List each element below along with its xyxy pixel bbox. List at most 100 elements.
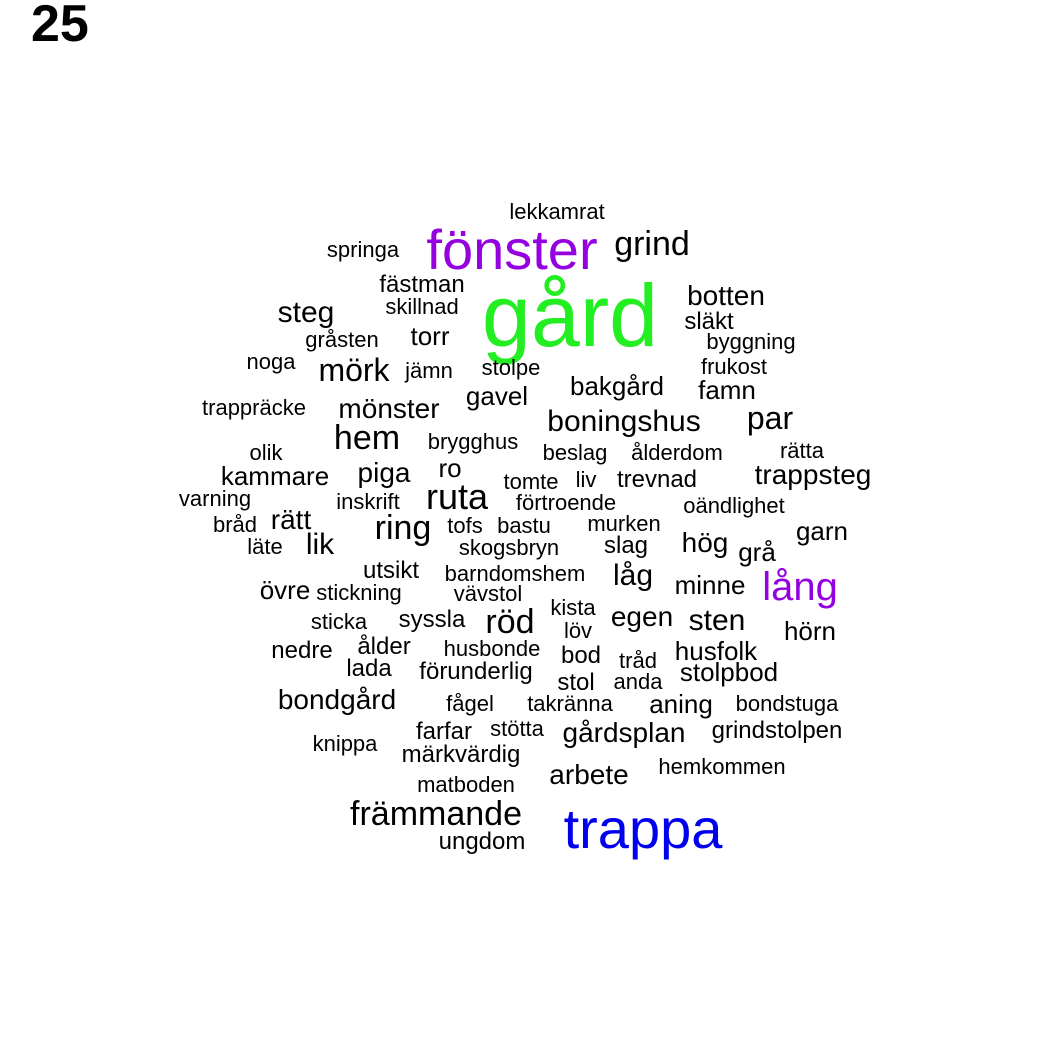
word-liv: liv	[575, 467, 597, 492]
word-ratta: rätta	[779, 438, 825, 463]
word-bastu: bastu	[497, 513, 551, 538]
word-gardsplan: gårdsplan	[562, 717, 686, 748]
word-lag: låg	[612, 559, 654, 592]
word-alderdom: ålderdom	[631, 440, 723, 465]
word-egen: egen	[610, 601, 674, 632]
word-knippa: knippa	[312, 731, 378, 756]
word-farfar: farfar	[415, 718, 473, 745]
word-murken: murken	[587, 511, 661, 536]
word-mork: mörk	[318, 352, 390, 388]
word-jamn: jämn	[405, 358, 453, 383]
word-ring: ring	[374, 509, 432, 547]
word-alder: ålder	[357, 633, 411, 660]
word-olik: olik	[249, 440, 283, 465]
word-frammande: främmande	[350, 795, 522, 833]
word-inskrift: inskrift	[336, 489, 400, 514]
word-monster: mönster	[338, 393, 440, 424]
word-trevnad: trevnad	[616, 466, 698, 493]
word-kista: kista	[550, 595, 596, 620]
word-noga: noga	[246, 349, 296, 374]
word-ruta: ruta	[425, 476, 489, 517]
word-bondstuga: bondstuga	[735, 691, 839, 716]
word-husfolk: husfolk	[674, 636, 758, 666]
word-piga: piga	[357, 457, 411, 488]
word-fonster: fönster	[426, 218, 598, 281]
word-hem: hem	[333, 419, 401, 457]
word-steg: steg	[277, 296, 335, 329]
word-botten: botten	[687, 280, 765, 311]
word-stol: stol	[557, 669, 595, 696]
word-grind: grind	[614, 225, 690, 263]
word-grasten: gråsten	[305, 327, 379, 352]
word-gavel: gavel	[465, 381, 529, 411]
word-tomte: tomte	[503, 469, 559, 494]
word-frukost: frukost	[700, 354, 768, 379]
word-tofs: tofs	[447, 513, 483, 538]
word-anda: anda	[613, 669, 663, 694]
word-vavstol: vävstol	[453, 581, 523, 606]
word-trappsteg: trappsteg	[754, 459, 872, 490]
word-sticka: sticka	[310, 609, 368, 634]
word-stolpbod: stolpbod	[679, 657, 779, 687]
word-stickning: stickning	[316, 580, 402, 605]
word-takranna: takränna	[527, 691, 613, 716]
word-skillnad: skillnad	[385, 294, 459, 319]
word-grindstolpen: grindstolpen	[711, 717, 843, 744]
page-number: 25	[31, 0, 89, 53]
word-barndomshem: barndomshem	[444, 561, 586, 586]
word-markvardig: märkvärdig	[401, 741, 521, 768]
word-varning: varning	[178, 486, 252, 511]
word-fagel: fågel	[446, 691, 494, 716]
word-arbete: arbete	[549, 759, 629, 790]
word-trappracke: trappräcke	[202, 395, 306, 420]
word-hog: hög	[681, 527, 729, 558]
word-lik: lik	[305, 528, 335, 561]
word-beslag: beslag	[542, 440, 608, 465]
word-slag: slag	[603, 532, 649, 559]
word-fortroende: förtroende	[515, 490, 617, 515]
word-kammare: kammare	[220, 461, 330, 491]
word-horn: hörn	[783, 616, 837, 646]
word-syssla: syssla	[398, 606, 466, 633]
word-aning: aning	[649, 689, 713, 719]
word-famn: famn	[698, 375, 756, 405]
word-ro: ro	[438, 453, 462, 483]
word-byggning: byggning	[706, 329, 796, 354]
word-rod: röd	[485, 603, 535, 641]
word-fastman: fästman	[379, 271, 465, 298]
word-slakt: släkt	[684, 308, 734, 335]
word-garn: garn	[795, 516, 849, 546]
word-boningshus: boningshus	[547, 405, 701, 438]
word-bod: bod	[560, 642, 602, 669]
word-par: par	[746, 400, 794, 436]
word-bakgard: bakgård	[570, 371, 664, 401]
word-forunderlig: förunderlig	[419, 658, 533, 685]
word-stotta: stötta	[490, 716, 544, 741]
word-minne: minne	[674, 570, 746, 600]
word-gra: grå	[738, 537, 776, 567]
word-springa: springa	[326, 237, 400, 262]
word-lov: löv	[563, 618, 593, 643]
word-stolpe: stolpe	[481, 355, 541, 380]
word-matboden: matboden	[417, 772, 515, 797]
word-nedre: nedre	[271, 637, 333, 664]
word-lekkamrat: lekkamrat	[509, 199, 605, 224]
word-gard: gård	[481, 266, 659, 365]
word-lada: lada	[346, 655, 392, 682]
word-brad: bråd	[212, 512, 258, 537]
word-brygghus: brygghus	[427, 429, 519, 454]
word-trad: tråd	[619, 648, 657, 673]
word-bondgard: bondgård	[277, 684, 397, 715]
word-lang: lång	[762, 565, 838, 609]
word-skogsbryn: skogsbryn	[458, 535, 560, 560]
word-husbonde: husbonde	[443, 636, 541, 661]
word-hemkommen: hemkommen	[658, 754, 786, 779]
word-utsikt: utsikt	[362, 557, 420, 584]
word-trappa: trappa	[563, 797, 723, 860]
word-torr: torr	[410, 321, 450, 351]
word-ungdom: ungdom	[438, 828, 526, 855]
word-oandlighet: oändlighet	[683, 493, 785, 518]
word-late: läte	[247, 534, 283, 559]
word-sten: sten	[688, 604, 746, 637]
